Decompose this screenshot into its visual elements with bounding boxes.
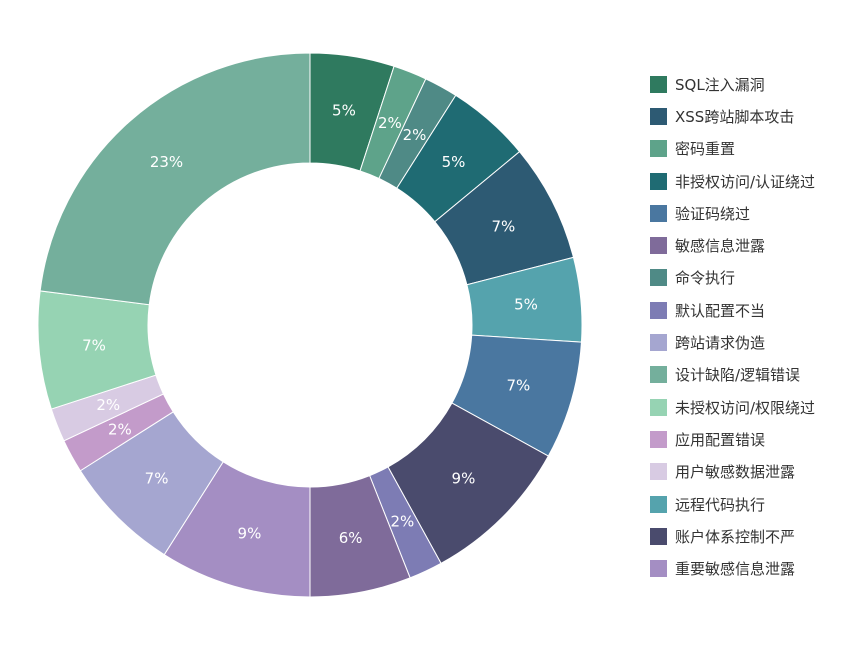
- slice-9: [39, 52, 311, 306]
- legend-label: 非授权访问/认证绕过: [675, 172, 816, 191]
- legend-swatch: [650, 301, 667, 319]
- legend-label: 远程代码执行: [675, 495, 766, 514]
- legend-label: 用户敏感数据泄露: [675, 463, 796, 482]
- legend-swatch: [650, 463, 667, 481]
- legend-item: 命令执行: [650, 262, 860, 294]
- legend-item: 应用配置错误: [650, 423, 860, 455]
- legend-item: 密码重置: [650, 133, 860, 165]
- slice-label-2: 2%: [378, 114, 402, 132]
- legend-item: 用户敏感数据泄露: [650, 456, 860, 488]
- legend-swatch: [650, 172, 667, 190]
- legend-swatch: [650, 237, 667, 255]
- slice-label-9: 23%: [150, 153, 183, 171]
- legend-swatch: [650, 269, 667, 287]
- legend-item: 设计缺陷/逻辑错误: [650, 359, 860, 391]
- legend-item: 远程代码执行: [650, 488, 860, 520]
- slice-label-13: 5%: [514, 296, 538, 314]
- slice-label-3: 5%: [442, 153, 466, 171]
- legend-swatch: [650, 430, 667, 448]
- legend-label: 重要敏感信息泄露: [675, 560, 796, 579]
- legend-swatch: [650, 75, 667, 93]
- legend-swatch: [650, 560, 667, 578]
- slice-label-11: 2%: [108, 421, 132, 439]
- legend-label: 验证码绕过: [675, 204, 751, 223]
- legend-item: 跨站请求伪造: [650, 326, 860, 358]
- legend-item: 敏感信息泄露: [650, 229, 860, 261]
- legend-swatch: [650, 398, 667, 416]
- legend: SQL注入漏洞 XSS跨站脚本攻击 密码重置非授权访问/认证绕过 验证码绕过敏感信息泄…: [650, 68, 860, 585]
- slice-label-12: 2%: [96, 396, 120, 414]
- legend-label: 跨站请求伪造: [675, 334, 766, 353]
- legend-label: 未授权访问/权限绕过: [675, 398, 816, 417]
- legend-swatch: [650, 366, 667, 384]
- slice-label-6: 2%: [403, 126, 427, 144]
- legend-item: 验证码绕过: [650, 197, 860, 229]
- legend-swatch: [650, 495, 667, 513]
- slice-label-14: 9%: [452, 469, 476, 487]
- legend-item: 账户体系控制不严: [650, 520, 860, 552]
- slice-label-1: 7%: [491, 217, 515, 235]
- legend-item: SQL注入漏洞: [650, 68, 860, 100]
- legend-item: XSS跨站脚本攻击: [650, 100, 860, 132]
- legend-label: 密码重置: [675, 140, 736, 159]
- legend-label: 应用配置错误: [675, 430, 766, 449]
- legend-label: 账户体系控制不严: [675, 527, 796, 546]
- legend-item: 非授权访问/认证绕过: [650, 165, 860, 197]
- legend-label: 命令执行: [675, 269, 736, 288]
- slice-label-10: 7%: [82, 336, 106, 354]
- legend-swatch: [650, 107, 667, 125]
- slice-label-5: 6%: [339, 529, 363, 547]
- legend-item: 默认配置不当: [650, 294, 860, 326]
- legend-label: SQL注入漏洞: [675, 75, 765, 94]
- slice-label-15: 9%: [238, 524, 262, 542]
- legend-swatch: [650, 140, 667, 158]
- slice-label-4: 7%: [506, 377, 530, 395]
- legend-label: 敏感信息泄露: [675, 237, 766, 256]
- legend-swatch: [650, 527, 667, 545]
- legend-swatch: [650, 204, 667, 222]
- slice-label-0: 5%: [332, 102, 356, 120]
- slice-label-7: 2%: [390, 512, 414, 530]
- legend-label: 设计缺陷/逻辑错误: [675, 366, 801, 385]
- legend-item: 重要敏感信息泄露: [650, 552, 860, 584]
- legend-item: 未授权访问/权限绕过: [650, 391, 860, 423]
- legend-label: XSS跨站脚本攻击: [675, 107, 795, 126]
- legend-label: 默认配置不当: [675, 301, 766, 320]
- legend-swatch: [650, 334, 667, 352]
- slice-label-8: 7%: [145, 469, 169, 487]
